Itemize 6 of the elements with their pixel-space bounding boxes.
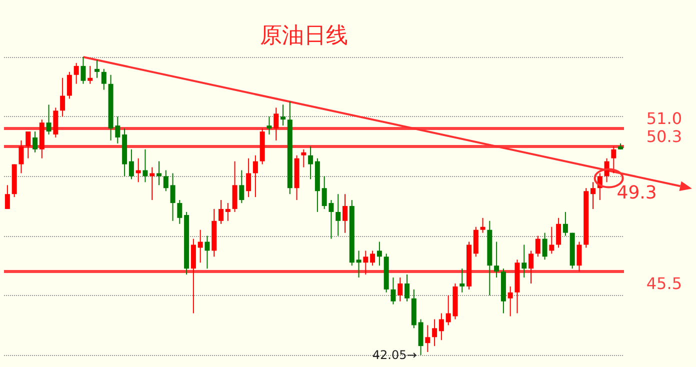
chart-title: 原油日线	[260, 24, 348, 48]
text: 51.0	[646, 109, 682, 128]
annotation: 42.05→	[372, 348, 417, 362]
text: 50.3	[646, 126, 682, 146]
text: 45.5	[646, 274, 682, 294]
annotation: 49.3	[616, 182, 657, 204]
